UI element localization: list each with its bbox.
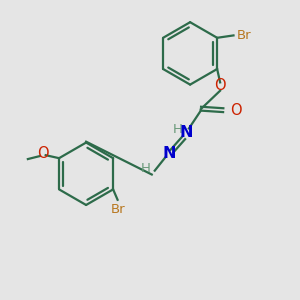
Text: O: O bbox=[230, 103, 241, 118]
Text: N: N bbox=[162, 146, 176, 161]
Text: Br: Br bbox=[110, 203, 125, 216]
Text: O: O bbox=[37, 146, 49, 161]
Text: O: O bbox=[214, 78, 226, 93]
Text: N: N bbox=[179, 125, 193, 140]
Text: Br: Br bbox=[236, 29, 251, 42]
Text: H: H bbox=[173, 123, 183, 136]
Text: H: H bbox=[140, 162, 150, 175]
